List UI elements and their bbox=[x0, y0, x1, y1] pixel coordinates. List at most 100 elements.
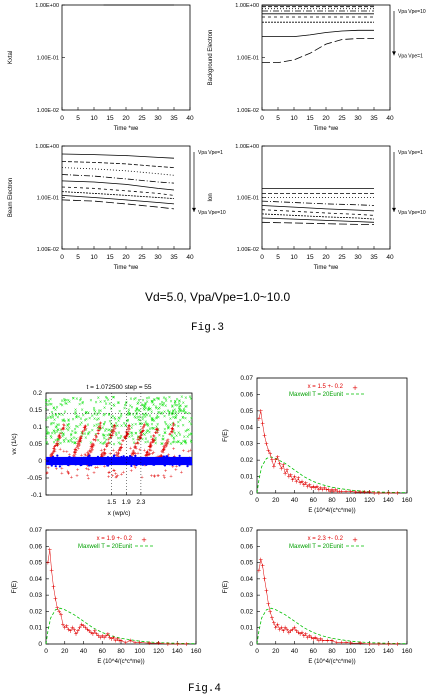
scatter-green-point: × bbox=[62, 431, 65, 436]
hist-y-tick-label: 0 bbox=[38, 641, 42, 648]
scatter-green-point: × bbox=[62, 418, 65, 423]
hist-y-tick-label: 0.01 bbox=[240, 474, 253, 481]
scatter-green-point: × bbox=[52, 428, 55, 433]
scatter-green-point: × bbox=[52, 439, 55, 444]
hist-data-point: + bbox=[314, 483, 319, 490]
fig3-x-tick-label: 35 bbox=[170, 115, 178, 122]
scatter-green-point: × bbox=[144, 414, 147, 419]
scatter-green-point: × bbox=[112, 441, 115, 446]
scatter-red-point: + bbox=[56, 443, 60, 449]
scatter-green-point: × bbox=[155, 395, 158, 400]
scatter-red-point: + bbox=[108, 469, 112, 475]
scatter-green-point: × bbox=[173, 407, 176, 412]
scatter-red-point: + bbox=[170, 426, 174, 432]
scatter-green-point: × bbox=[141, 402, 144, 407]
hist-data-point: + bbox=[275, 621, 280, 628]
scatter-red-point: + bbox=[91, 442, 95, 448]
scatter-green-point: × bbox=[124, 423, 127, 428]
scatter-green-point: × bbox=[87, 410, 90, 415]
scatter-green-point: × bbox=[102, 422, 105, 427]
scatter-green-point: × bbox=[46, 431, 49, 436]
fig3-x-tick-label: 10 bbox=[290, 115, 298, 122]
scatter-red-point: + bbox=[118, 448, 122, 454]
fig3-x-tick-label: 0 bbox=[260, 115, 264, 122]
scatter-red-point: + bbox=[57, 433, 61, 439]
scatter-red-point: + bbox=[166, 439, 170, 445]
fig3-series-line bbox=[61, 180, 175, 191]
scatter-green-point: × bbox=[108, 435, 111, 440]
scatter-green-point: × bbox=[46, 415, 49, 420]
scatter-red-point: + bbox=[166, 441, 170, 447]
hist-data-point: + bbox=[358, 640, 363, 647]
scatter-red-point: + bbox=[154, 430, 158, 436]
scatter-red-point: + bbox=[145, 449, 149, 455]
scatter-green-point: × bbox=[98, 426, 101, 431]
scatter-green-point: × bbox=[134, 409, 137, 414]
hist-x-tick-label: 40 bbox=[291, 648, 299, 655]
scatter-green-point: × bbox=[150, 398, 153, 403]
scatter-red-point: + bbox=[88, 448, 92, 454]
scatter-green-point: × bbox=[95, 417, 98, 422]
scatter-green-point: × bbox=[187, 427, 190, 432]
scatter-green-point: × bbox=[49, 397, 52, 402]
hist-data-point: + bbox=[264, 441, 269, 448]
fig3-x-tick-label: 35 bbox=[370, 254, 378, 261]
scatter-red-point: + bbox=[120, 472, 124, 478]
scatter-red-point: + bbox=[51, 450, 55, 456]
scatter-green-point: × bbox=[118, 416, 121, 421]
scatter-green-point: × bbox=[153, 418, 156, 423]
scatter-green-point: × bbox=[67, 438, 70, 443]
scatter-green-point: × bbox=[45, 425, 48, 430]
scatter-green-point: × bbox=[106, 397, 109, 402]
scatter-green-point: × bbox=[71, 428, 74, 433]
scatter-green-point: × bbox=[143, 405, 146, 410]
scatter-frame bbox=[45, 392, 193, 496]
scatter-green-point: × bbox=[90, 413, 93, 418]
scatter-green-point: × bbox=[184, 439, 187, 444]
scatter-green-point: × bbox=[102, 440, 105, 445]
hist-data-point: + bbox=[100, 633, 105, 640]
hist-data-point: + bbox=[113, 638, 118, 645]
scatter-green-point: × bbox=[164, 398, 167, 403]
scatter-red-point: + bbox=[118, 447, 122, 453]
scatter-red-point: + bbox=[114, 474, 118, 480]
hist-data-point: + bbox=[294, 628, 299, 635]
scatter-red-point: + bbox=[146, 453, 150, 459]
scatter-red-point: + bbox=[91, 446, 95, 452]
scatter-red-point: + bbox=[124, 433, 128, 439]
scatter-red-point: + bbox=[105, 443, 109, 449]
scatter-red-point: + bbox=[129, 446, 133, 452]
fig3-x-tick-label: 30 bbox=[154, 254, 162, 261]
scatter-green-point: × bbox=[150, 409, 153, 414]
scatter-green-point: × bbox=[103, 420, 106, 425]
scatter-green-point: × bbox=[170, 434, 173, 439]
scatter-red-point: + bbox=[97, 428, 101, 434]
scatter-green-point: × bbox=[178, 403, 181, 408]
scatter-green-point: × bbox=[99, 408, 102, 413]
fig3-panel-frame bbox=[61, 145, 191, 250]
scatter-green-point: × bbox=[83, 431, 86, 436]
hist-data-point: + bbox=[292, 625, 297, 632]
scatter-red-point: + bbox=[101, 449, 105, 455]
scatter-green-point: × bbox=[73, 440, 76, 445]
hist-data-point: + bbox=[290, 626, 295, 633]
scatter-green-point: × bbox=[137, 408, 140, 413]
hist-x-tick-label: 120 bbox=[364, 648, 375, 655]
scatter-red-point: + bbox=[89, 446, 93, 452]
scatter-green-point: × bbox=[143, 403, 146, 408]
scatter-green-point: × bbox=[99, 440, 102, 445]
scatter-green-point: × bbox=[77, 414, 80, 419]
scatter-red-point: + bbox=[138, 447, 142, 453]
hist-data-point: + bbox=[395, 490, 400, 497]
scatter-red-point: + bbox=[102, 447, 106, 453]
hist-x-tick-label: 160 bbox=[402, 648, 413, 655]
scatter-green-point: × bbox=[177, 401, 180, 406]
scatter-red-point: + bbox=[170, 430, 174, 436]
scatter-green-point: × bbox=[70, 431, 73, 436]
scatter-red-point: + bbox=[165, 438, 169, 444]
scatter-red-point: + bbox=[100, 453, 104, 459]
scatter-green-point: × bbox=[147, 423, 150, 428]
scatter-red-point: + bbox=[86, 450, 90, 456]
scatter-red-point: + bbox=[83, 424, 87, 430]
